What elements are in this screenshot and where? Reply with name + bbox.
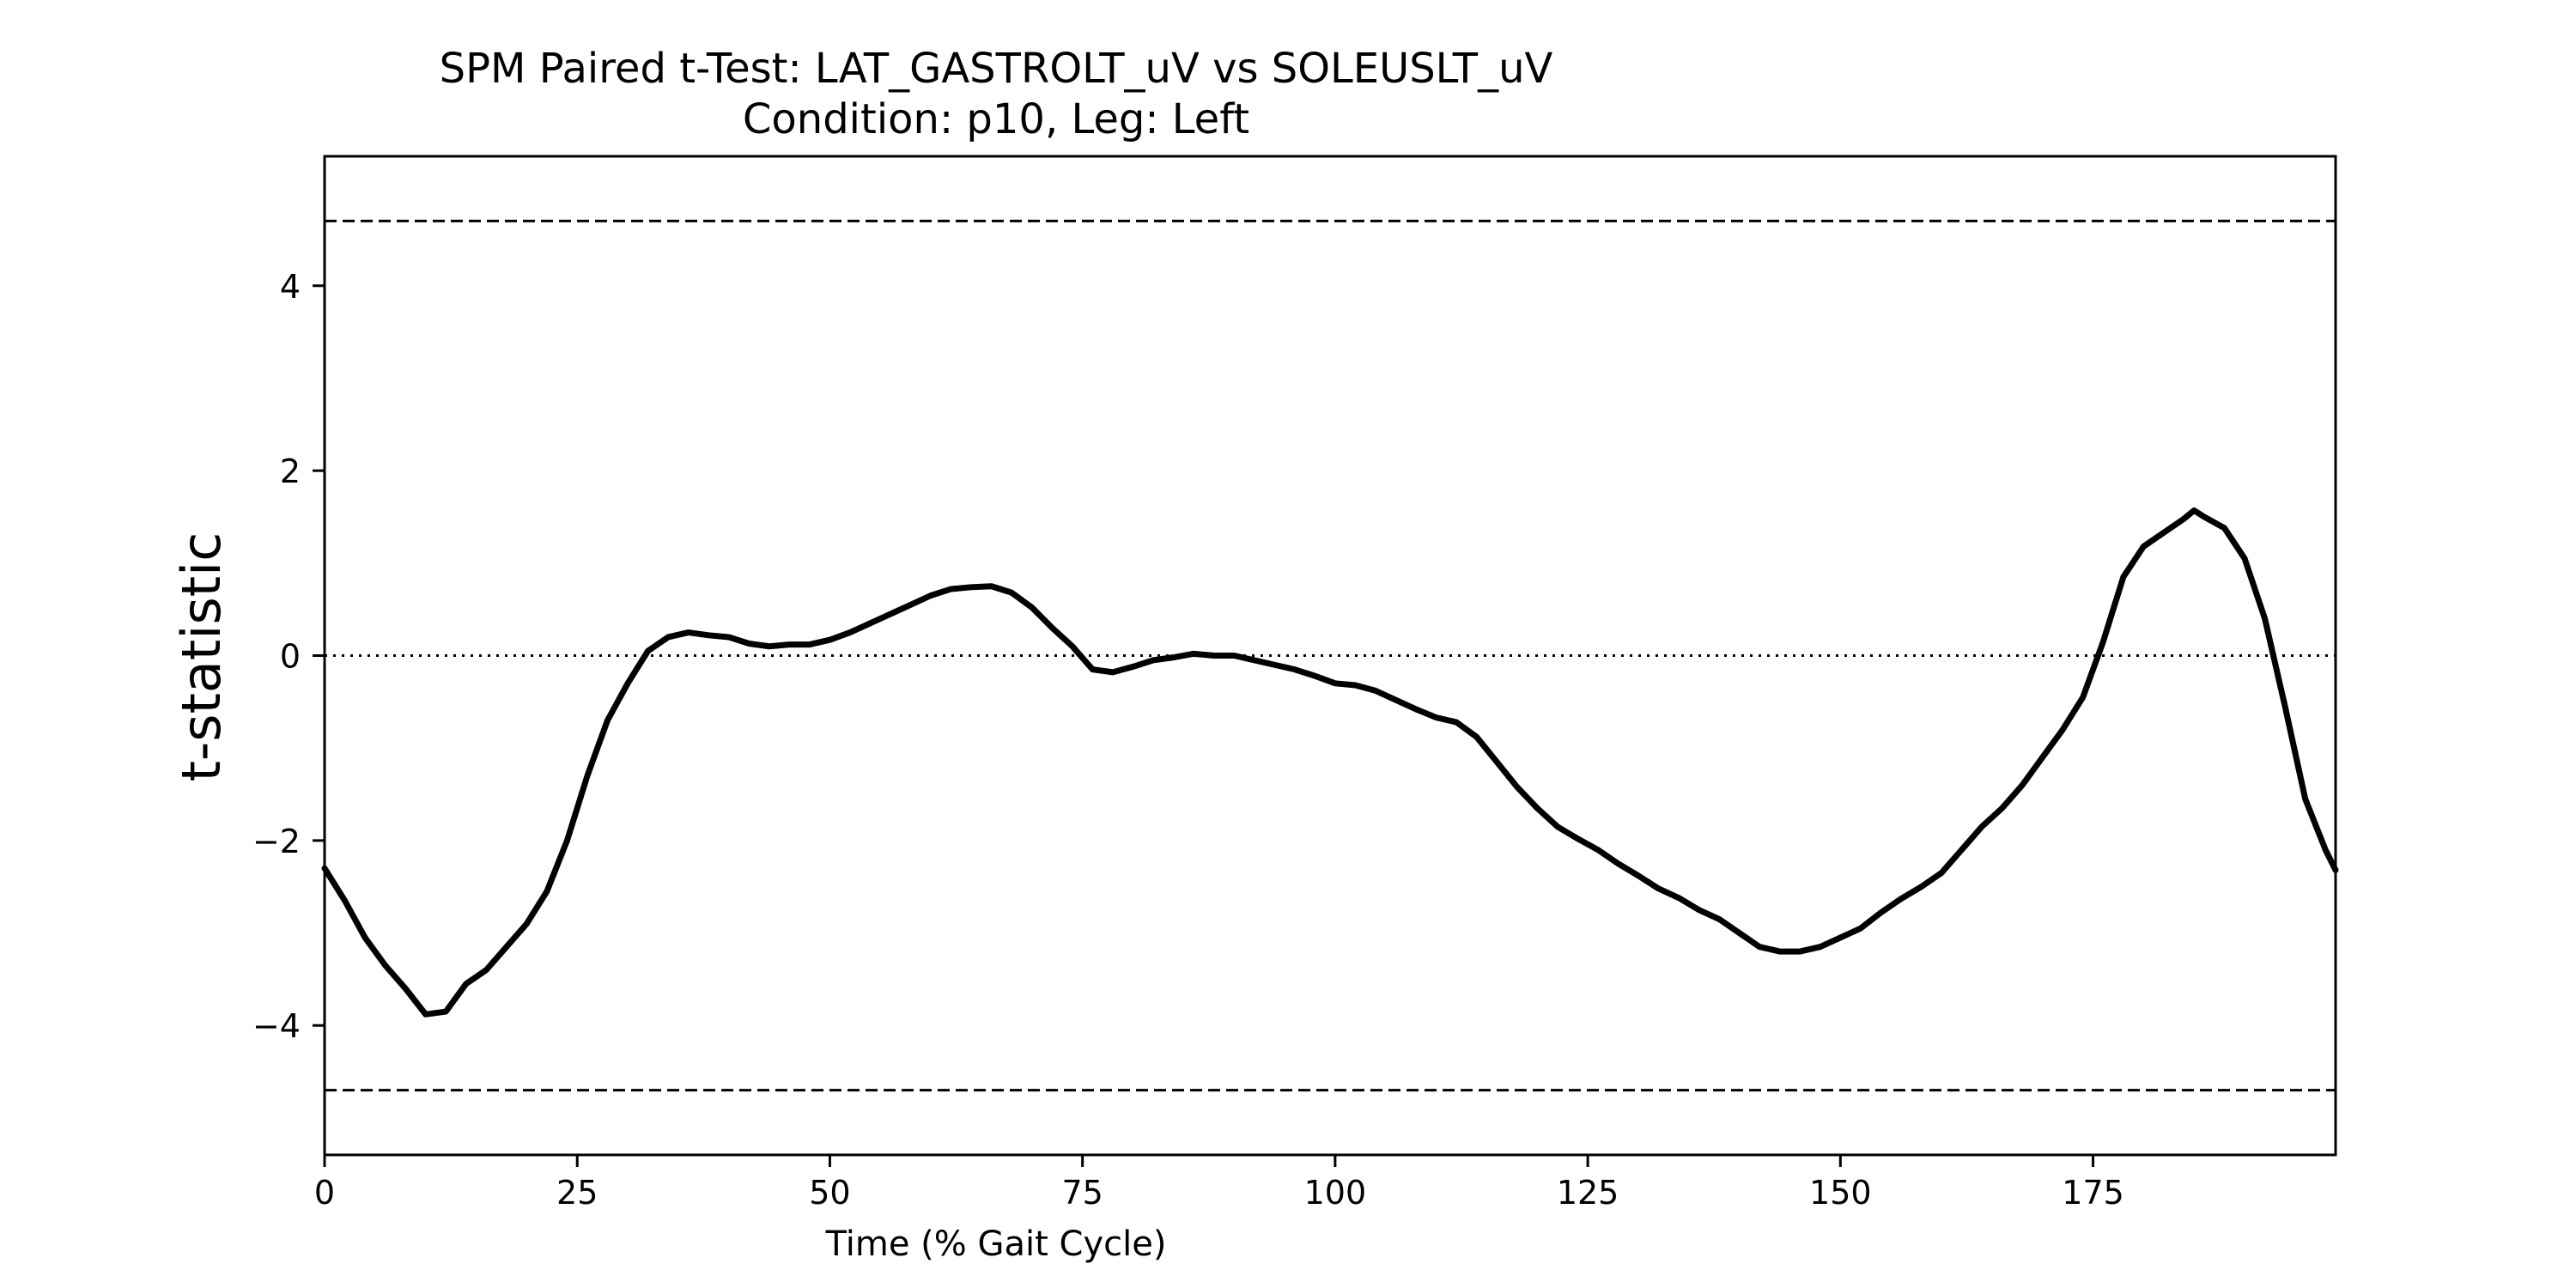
- y-tick-label: −4: [252, 1007, 301, 1045]
- x-tick-label: 150: [1809, 1174, 1872, 1212]
- x-axis-label: Time (% Gait Cycle): [825, 1224, 1167, 1264]
- y-tick-label: 2: [280, 453, 301, 490]
- chart-title: SPM Paired t-Test: LAT_GASTROLT_uV vs SO…: [440, 45, 1553, 93]
- x-tick-label: 0: [314, 1174, 335, 1212]
- x-tick-label: 125: [1557, 1174, 1619, 1212]
- x-tick-label: 100: [1304, 1174, 1367, 1212]
- plot-area: 0 25 50 75 100 125 150 175 −4 −2 0 2 4: [252, 155, 2339, 1212]
- y-tick-label: 0: [280, 638, 301, 676]
- chart-subtitle: Condition: p10, Leg: Left: [743, 95, 1249, 143]
- series-line-0: [321, 507, 2339, 1018]
- y-tick-label: −2: [252, 823, 301, 860]
- x-tick-label: 50: [809, 1174, 850, 1212]
- x-tick-label: 175: [2062, 1174, 2124, 1212]
- y-axis-label: t-statistic: [170, 532, 233, 782]
- y-tick-label: 4: [280, 268, 301, 306]
- x-tick-label: 75: [1061, 1174, 1103, 1212]
- x-tick-label: 25: [556, 1174, 598, 1212]
